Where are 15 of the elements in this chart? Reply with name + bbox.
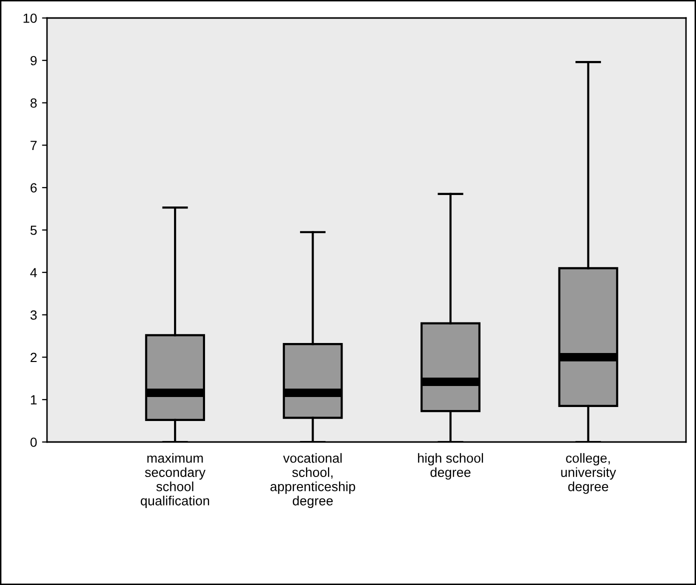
y-tick-label: 7 [30,140,37,150]
y-tick-label: 10 [24,14,37,23]
x-tick-label: high school degree [418,453,483,480]
y-tick-label: 0 [30,438,37,447]
y-tick-label: 1 [30,395,37,404]
y-tick-label: 5 [30,226,37,235]
y-tick-label: 4 [30,268,37,278]
y-tick-label: 6 [30,183,37,193]
y-tick-label: 2 [30,352,37,362]
y-tick-label: 3 [30,310,37,320]
x-tick-label: maximum secondary school qualification [140,453,210,508]
y-tick-label: 9 [30,56,37,66]
x-tick-label: college, university degree [561,453,616,494]
x-tick-label: vocational school, apprenticeship degree [270,453,356,508]
y-tick-label: 8 [30,98,37,108]
